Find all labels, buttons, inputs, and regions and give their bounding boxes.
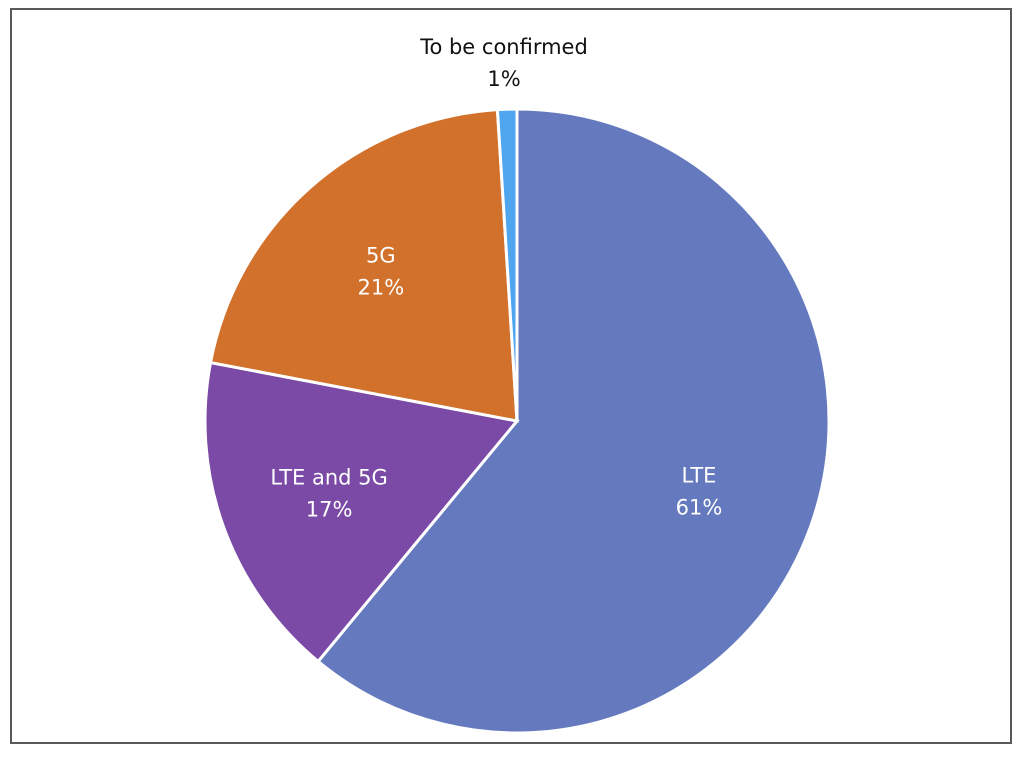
slice-value-lte-and-5g: 17% bbox=[306, 498, 353, 522]
slice-label-lte-and-5g: LTE and 5G bbox=[270, 466, 387, 490]
pie-slice-5g bbox=[208, 108, 519, 423]
slice-value-to-be-confirmed: 1% bbox=[487, 67, 520, 91]
slice-label-lte: LTE bbox=[682, 464, 717, 488]
pie-slice-to-be-confirmed bbox=[495, 107, 519, 422]
pie-slice-lte bbox=[316, 107, 831, 735]
slice-value-5g: 21% bbox=[357, 276, 404, 300]
pie-slice-lte-and-5g bbox=[203, 360, 520, 664]
slice-value-lte: 61% bbox=[676, 496, 723, 520]
slice-label-5g: 5G bbox=[366, 244, 396, 268]
slice-label-to-be-confirmed: To be confirmed bbox=[419, 35, 588, 59]
